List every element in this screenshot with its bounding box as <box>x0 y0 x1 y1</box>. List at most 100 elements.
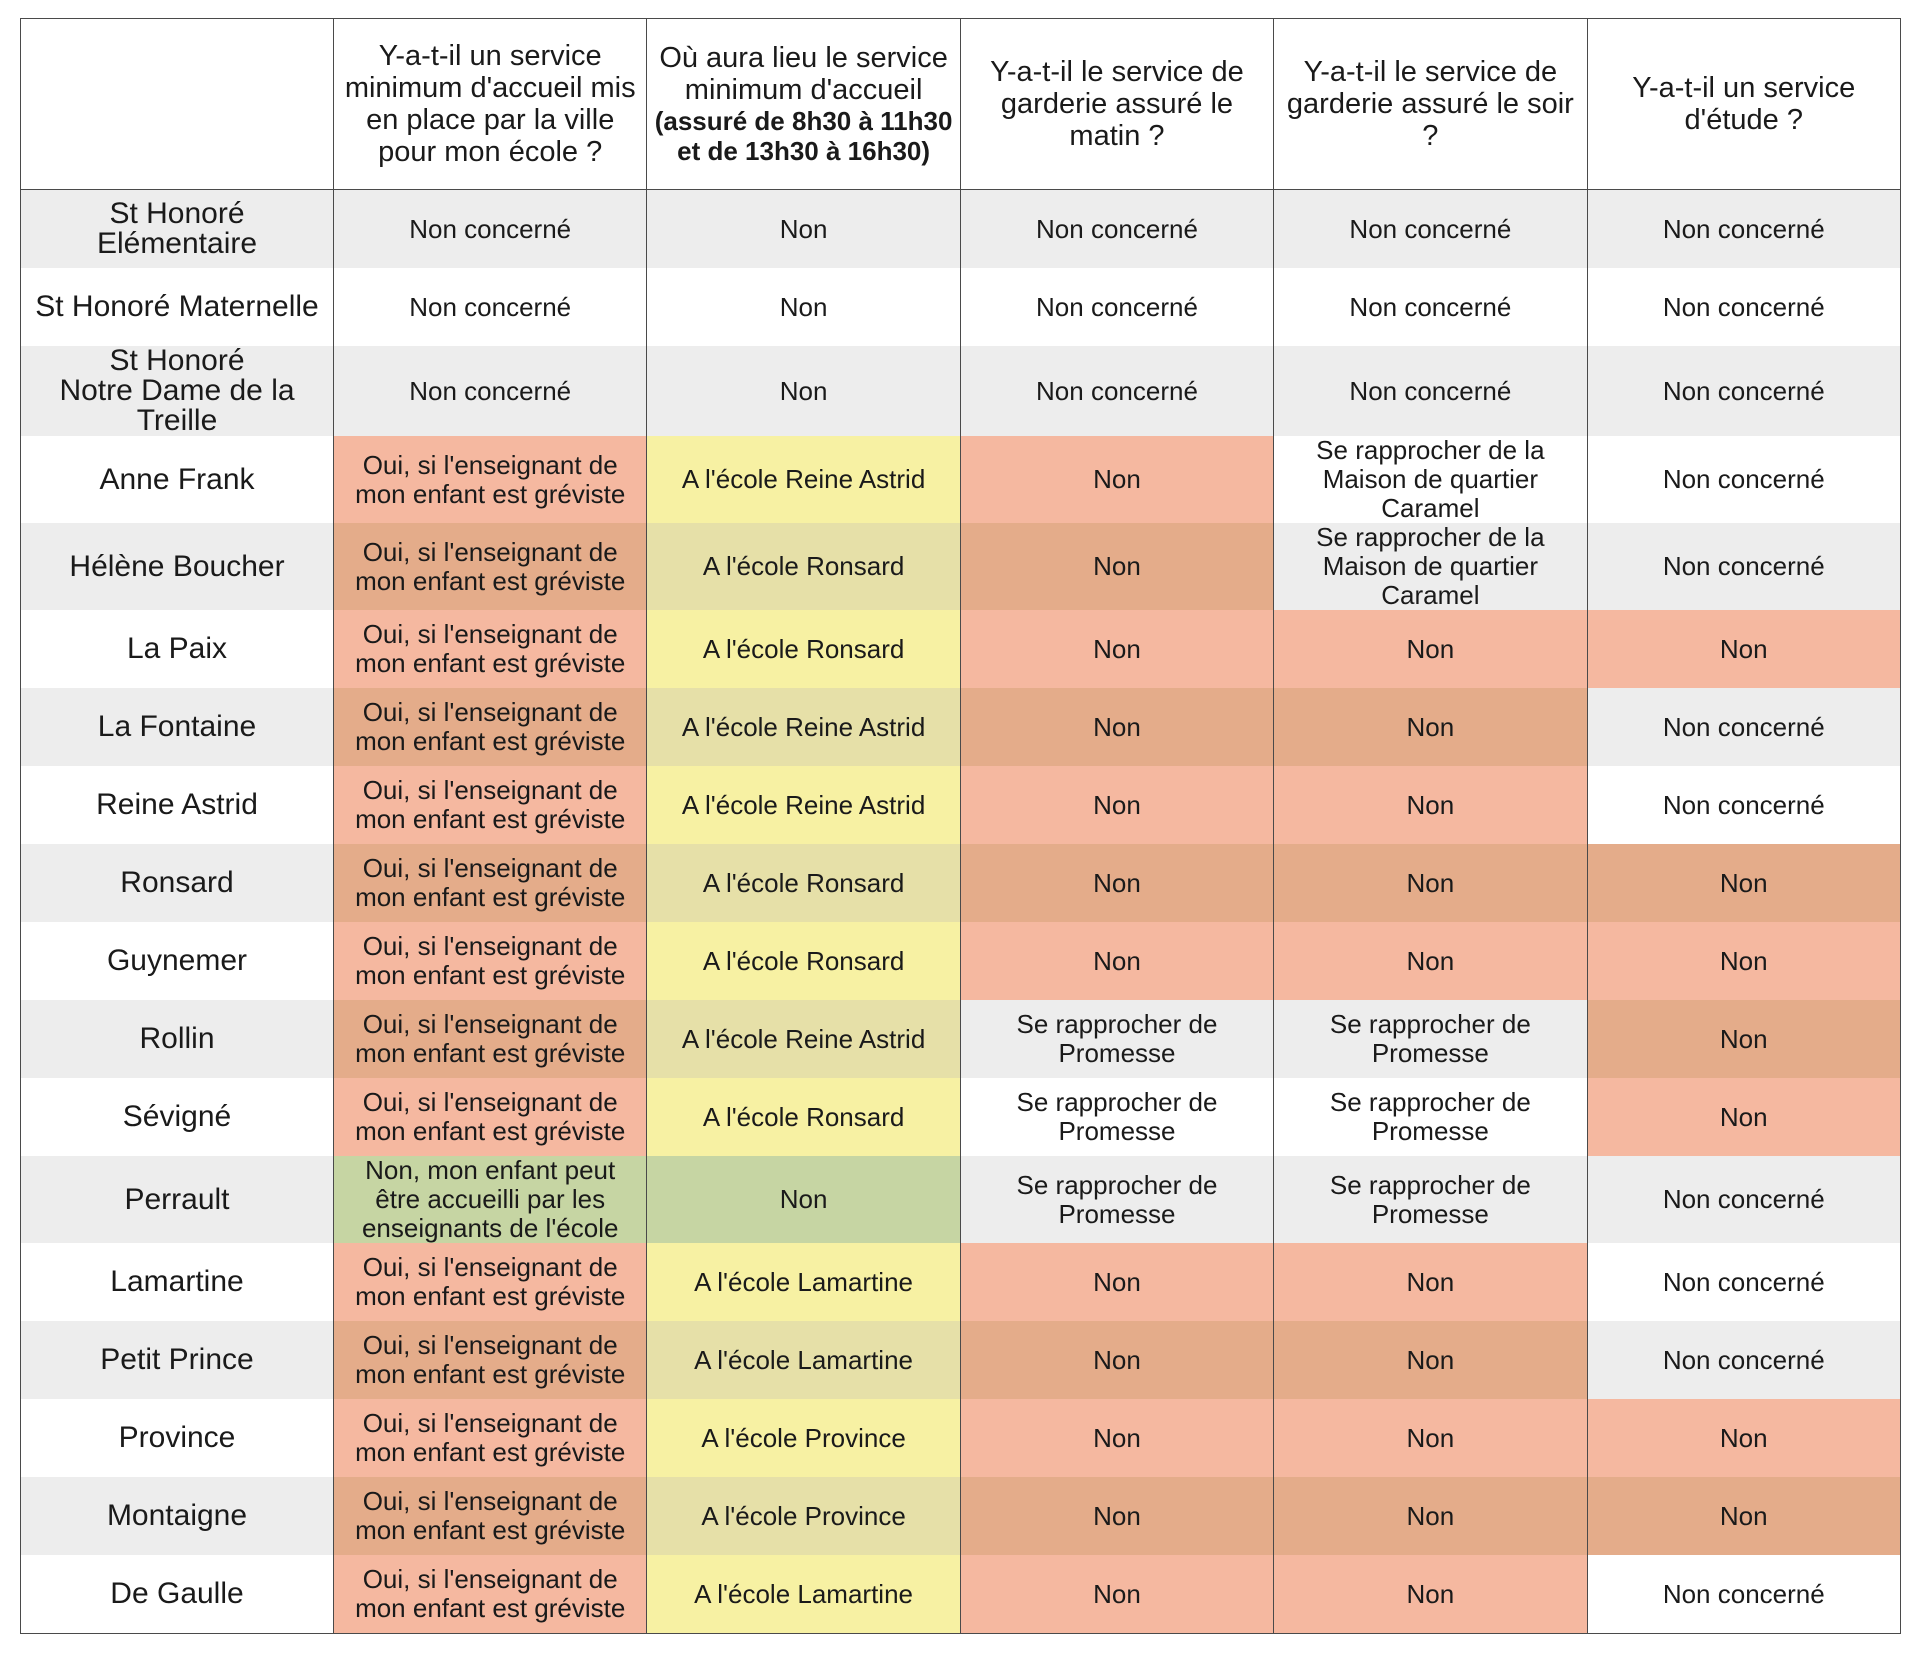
school-name-cell: Guynemer <box>20 922 334 1000</box>
service-location-value: Non <box>779 291 828 322</box>
school-name: Province <box>118 1421 236 1454</box>
service-minimum-cell: Oui, si l'enseignant de mon enfant est g… <box>332 1555 648 1634</box>
school-name-cell: St Honoré Maternelle <box>20 268 334 346</box>
table-row: St Honoré Maternelle Non concerné Non Non c… <box>20 268 1901 346</box>
garderie-soir-cell: Non <box>1273 610 1588 688</box>
table-row: Petit Prince Oui, si l'enseignant de mon … <box>20 1321 1901 1399</box>
school-name-cell: De Gaulle <box>20 1555 334 1634</box>
school-name: St Honoré Maternelle <box>35 290 319 323</box>
service-etude-cell: Non concerné <box>1586 189 1901 268</box>
garderie-soir-value: Non <box>1406 633 1455 664</box>
service-minimum-value: Oui, si l'enseignant de mon enfant est g… <box>355 1330 626 1389</box>
school-name: Perrault <box>124 1182 230 1216</box>
service-minimum-cell: Oui, si l'enseignant de mon enfant est g… <box>332 766 648 844</box>
service-minimum-cell: Oui, si l'enseignant de mon enfant est g… <box>332 436 648 523</box>
service-location-value: Non <box>779 375 828 406</box>
service-etude-cell: Non concerné <box>1586 1156 1901 1243</box>
header-service-minimum-text: Y-a-t-il un service minimum d'accueil mi… <box>344 40 636 168</box>
service-location-cell: A l'école Ronsard <box>646 922 961 1000</box>
garderie-matin-value: Non <box>1093 1266 1141 1297</box>
service-etude-value: Non concerné <box>1662 1578 1825 1609</box>
school-name-cell: St Honoré Notre Dame de la Treille <box>20 346 334 436</box>
table-body: St Honoré Elémentaire Non concerné Non Non … <box>20 189 1901 1634</box>
garderie-matin-cell: Non <box>959 1321 1275 1399</box>
service-minimum-cell: Non concerné <box>332 189 648 268</box>
service-location-value: A l'école Reine Astrid <box>681 1023 926 1054</box>
garderie-matin-cell: Non <box>959 844 1275 922</box>
service-location-cell: A l'école Ronsard <box>646 523 961 610</box>
table-row: Perrault Non, mon enfant peut être accuei… <box>20 1156 1901 1243</box>
garderie-soir-value: Se rapprocher de la Maison de quartier C… <box>1316 436 1545 523</box>
school-name-cell: Perrault <box>20 1156 334 1243</box>
schedule-table-wrapper: Y-a-t-il un service minimum d'accueil mi… <box>20 18 1901 1634</box>
table-row: La Paix Oui, si l'enseignant de mon enfan… <box>20 610 1901 688</box>
school-name-cell: St Honoré Elémentaire <box>20 189 334 268</box>
service-location-cell: A l'école Lamartine <box>646 1321 961 1399</box>
service-etude-cell: Non <box>1586 1000 1901 1078</box>
garderie-matin-value: Se rapprocher de Promesse <box>1016 1087 1218 1146</box>
service-etude-value: Non concerné <box>1662 1184 1825 1214</box>
garderie-matin-cell: Non concerné <box>959 268 1275 346</box>
service-minimum-cell: Oui, si l'enseignant de mon enfant est g… <box>332 844 648 922</box>
garderie-matin-cell: Non <box>959 766 1275 844</box>
service-etude-cell: Non concerné <box>1586 523 1901 610</box>
service-location-value: A l'école Reine Astrid <box>681 789 926 820</box>
table-row: St Honoré Notre Dame de la Treille Non con… <box>20 346 1901 436</box>
service-location-cell: A l'école Lamartine <box>646 1555 961 1634</box>
header-school-column <box>20 18 334 190</box>
garderie-matin-cell: Non <box>959 610 1275 688</box>
service-etude-value: Non concerné <box>1662 711 1825 742</box>
garderie-soir-cell: Se rapprocher de la Maison de quartier C… <box>1273 436 1588 523</box>
garderie-matin-value: Non <box>1093 1578 1141 1609</box>
garderie-matin-cell: Non concerné <box>959 189 1275 268</box>
service-minimum-cell: Oui, si l'enseignant de mon enfant est g… <box>332 523 648 610</box>
service-etude-value: Non <box>1719 1500 1768 1531</box>
school-name: Notre Dame de la Treille <box>59 374 295 436</box>
school-name: Anne Frank <box>99 462 255 496</box>
school-name-cell: Hélène Boucher <box>20 523 334 610</box>
garderie-soir-cell: Non concerné <box>1273 346 1588 436</box>
service-location-value: A l'école Ronsard <box>702 551 905 581</box>
service-minimum-value: Oui, si l'enseignant de mon enfant est g… <box>355 931 626 990</box>
table-row: Rollin Oui, si l'enseignant de mon enfant… <box>20 1000 1901 1078</box>
service-minimum-value: Oui, si l'enseignant de mon enfant est g… <box>355 1564 626 1623</box>
table-row: Ronsard Oui, si l'enseignant de mon enfan… <box>20 844 1901 922</box>
service-minimum-cell: Oui, si l'enseignant de mon enfant est g… <box>332 1000 648 1078</box>
garderie-soir-value: Non concerné <box>1349 375 1512 406</box>
school-name: La Paix <box>126 632 228 665</box>
garderie-matin-value: Non <box>1093 1500 1141 1531</box>
garderie-matin-cell: Se rapprocher de Promesse <box>959 1000 1275 1078</box>
table-row: Hélène Boucher Oui, si l'enseignant de mo… <box>20 523 1901 610</box>
school-name: De Gaulle <box>110 1577 244 1610</box>
service-location-value: A l'école Ronsard <box>702 1101 905 1132</box>
school-name: Hélène Boucher <box>69 549 285 583</box>
school-name: Rollin <box>139 1022 215 1055</box>
garderie-soir-cell: Non concerné <box>1273 189 1588 268</box>
service-minimum-cell: Oui, si l'enseignant de mon enfant est g… <box>332 688 648 766</box>
table-row: Montaigne Oui, si l'enseignant de mon enf… <box>20 1477 1901 1555</box>
table-row: Anne Frank Oui, si l'enseignant de mon en… <box>20 436 1901 523</box>
service-etude-value: Non <box>1719 1023 1768 1054</box>
service-location-value: A l'école Ronsard <box>702 633 905 664</box>
garderie-soir-cell: Non concerné <box>1273 268 1588 346</box>
garderie-matin-value: Non concerné <box>1036 375 1198 406</box>
school-name-cell: La Paix <box>20 610 334 688</box>
school-name-cell: Petit Prince <box>20 1321 334 1399</box>
header-service-location: Où aura lieu le service minimum d'accuei… <box>646 18 961 190</box>
service-etude-cell: Non concerné <box>1586 1555 1901 1634</box>
header-service-minimum: Y-a-t-il un service minimum d'accueil mi… <box>332 18 648 190</box>
service-etude-value: Non concerné <box>1662 789 1825 820</box>
garderie-matin-value: Se rapprocher de Promesse <box>1016 1169 1218 1229</box>
service-etude-cell: Non concerné <box>1586 268 1901 346</box>
service-location-value: A l'école Lamartine <box>694 1266 914 1297</box>
garderie-soir-cell: Non <box>1273 1555 1588 1634</box>
school-name-cell: Rollin <box>20 1000 334 1078</box>
service-etude-value: Non <box>1719 1101 1768 1132</box>
service-minimum-value: Oui, si l'enseignant de mon enfant est g… <box>355 1087 626 1146</box>
garderie-soir-cell: Se rapprocher de la Maison de quartier C… <box>1273 523 1588 610</box>
service-location-cell: A l'école Reine Astrid <box>646 766 961 844</box>
garderie-matin-cell: Non <box>959 922 1275 1000</box>
garderie-soir-value: Non <box>1406 1266 1455 1297</box>
service-location-cell: Non <box>646 346 961 436</box>
garderie-soir-value: Se rapprocher de la Maison de quartier C… <box>1316 523 1545 610</box>
